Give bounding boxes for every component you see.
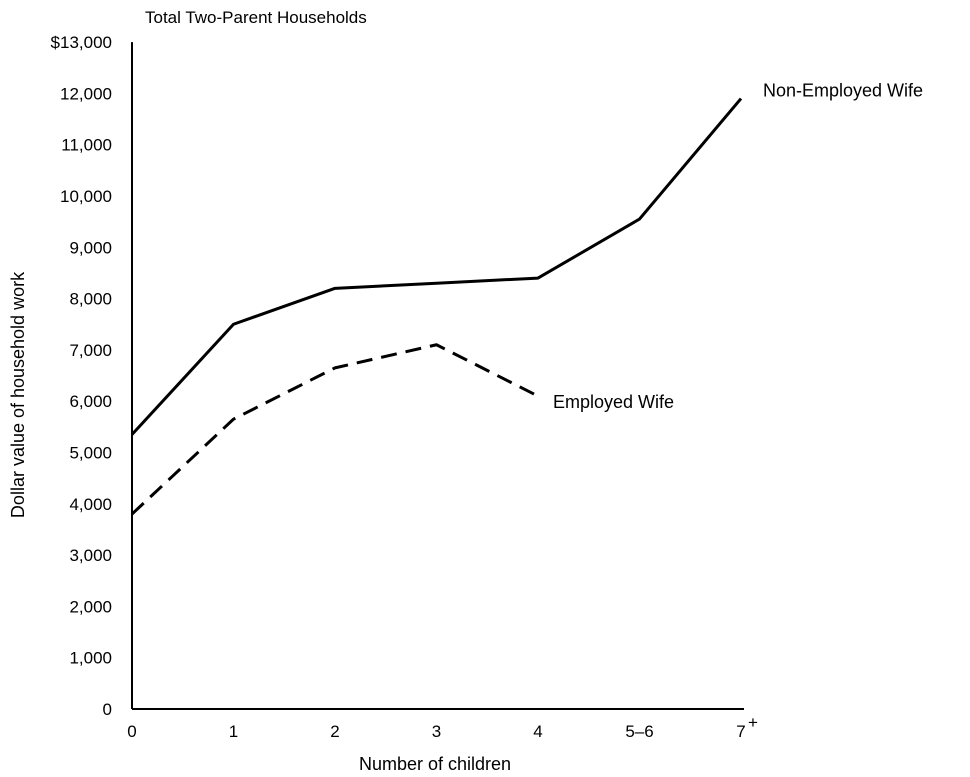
series-label-2: Employed Wife [553,392,674,412]
y-tick-label: 8,000 [69,290,112,309]
x-tick-label: 4 [533,722,542,741]
y-axis-label: Dollar value of household work [8,271,28,518]
x-tick-label: 2 [330,722,339,741]
y-tick-label: 9,000 [69,238,112,257]
y-tick-label: 6,000 [69,392,112,411]
y-tick-label: 10,000 [60,187,112,206]
y-tick-label: $13,000 [51,33,112,52]
y-tick-label: 2,000 [69,597,112,616]
y-tick-label: 1,000 [69,649,112,668]
series-line-1 [130,97,743,436]
x-axis-label: Number of children [359,754,511,774]
x-tick-label: 0 [127,722,136,741]
y-tick-label: 7,000 [69,341,112,360]
chart-title: Total Two-Parent Households [145,8,367,27]
y-tick-label: 4,000 [69,495,112,514]
series-layer: Non-Employed Wife Employed Wife [130,81,923,516]
x-tick-label: 3 [432,722,441,741]
x-tick-label: 1 [229,722,238,741]
y-tick-label: 5,000 [69,444,112,463]
y-tick-label: 12,000 [60,84,112,103]
series-label-1: Non-Employed Wife [763,81,923,101]
x-axis-ticks: 0 1 2 3 4 5–6 7 + [127,713,758,741]
x-tick-label: 5–6 [625,722,653,741]
x-tick-label: 7 [736,722,745,741]
y-tick-label: 0 [103,700,112,719]
x-tick-suffix: + [748,713,758,732]
y-axis-ticks: 0 1,000 2,000 3,000 4,000 5,000 6,000 7,000 8,00… [51,33,112,719]
y-tick-label: 11,000 [61,136,112,155]
y-tick-label: 3,000 [69,546,112,565]
